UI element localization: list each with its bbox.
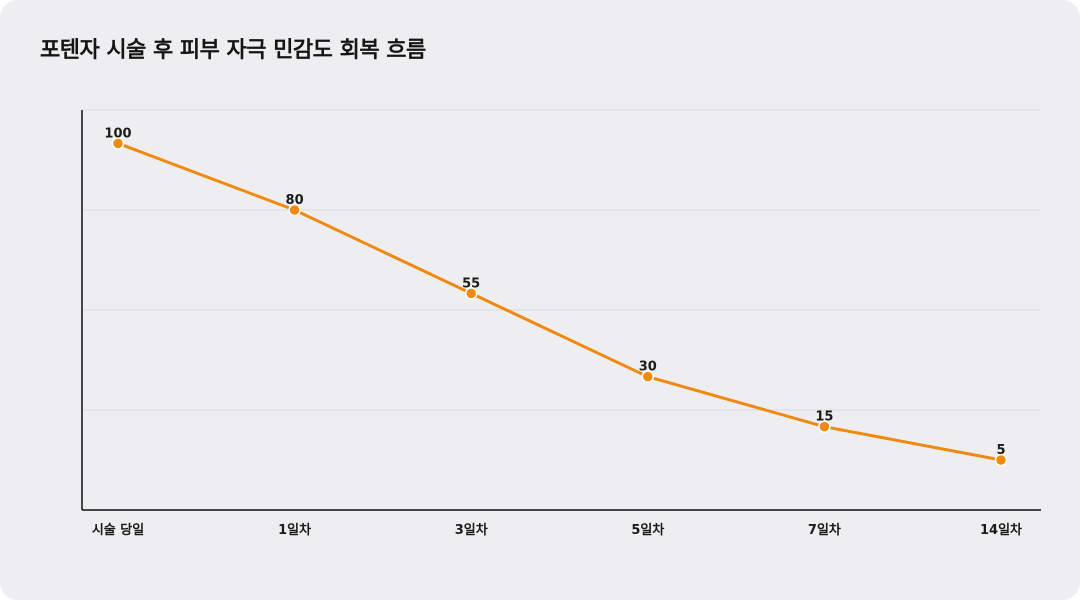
chart-title: 포텐자 시술 후 피부 자극 민감도 회복 흐름 (40, 38, 426, 63)
x-tick-label: 14일차 (980, 522, 1022, 538)
data-point (288, 203, 301, 217)
x-tick-label: 7일차 (808, 522, 841, 538)
series-line (116, 141, 1003, 462)
x-tick-label: 시술 당일 (92, 522, 144, 538)
x-tick-label: 1일차 (278, 522, 311, 538)
data-point (994, 453, 1008, 467)
data-label: 30 (639, 360, 657, 375)
data-point (111, 137, 125, 150)
x-tick-label: 3일차 (455, 522, 488, 538)
data-label: 15 (815, 410, 833, 425)
data-label: 5 (996, 443, 1005, 458)
data-label: 80 (286, 193, 304, 208)
data-point (818, 420, 831, 433)
data-label: 100 (104, 126, 131, 141)
x-tick-label: 5일차 (631, 522, 664, 538)
data-label: 55 (462, 276, 480, 291)
data-point (464, 287, 478, 300)
data-point (641, 370, 655, 383)
